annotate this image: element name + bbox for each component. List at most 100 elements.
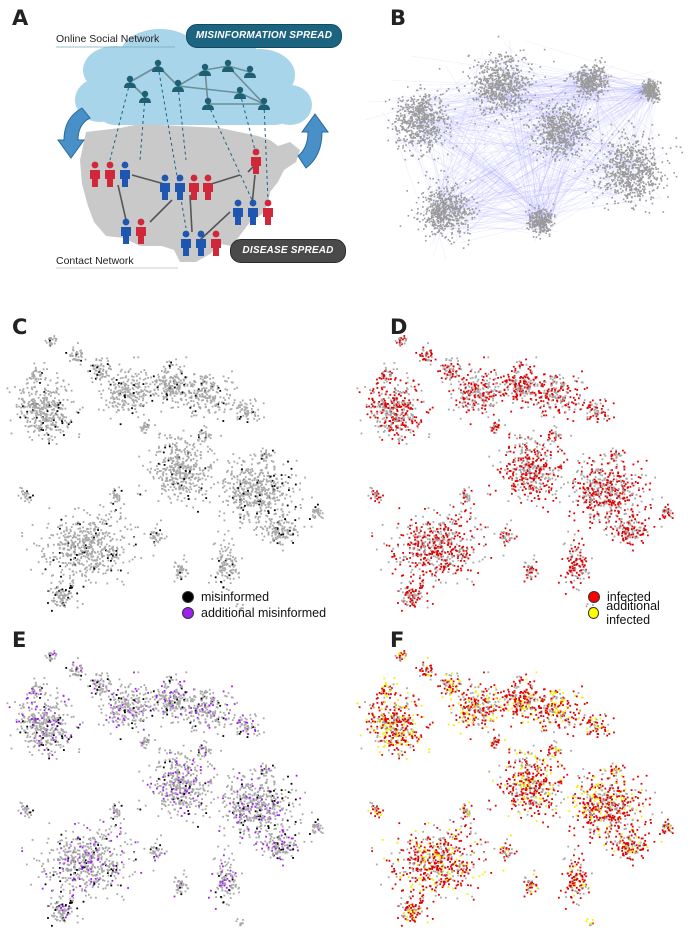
network-node (552, 123, 555, 126)
network-node (647, 83, 649, 86)
network-node (554, 129, 556, 132)
network-node (20, 406, 22, 409)
network-node (545, 216, 547, 219)
network-node (622, 173, 624, 175)
network-node (584, 74, 586, 76)
network-edge (439, 176, 662, 200)
network-node (396, 111, 399, 113)
network-node (473, 212, 475, 214)
network-edge (431, 185, 463, 208)
network-node (546, 218, 549, 221)
network-node (548, 233, 551, 236)
network-node (517, 94, 520, 97)
network-node (577, 75, 579, 78)
network-node (534, 225, 536, 227)
network-node (473, 216, 476, 219)
network-node (596, 92, 599, 94)
person-icon (251, 148, 261, 174)
network-edge (544, 104, 647, 169)
network-node (656, 177, 659, 179)
network-node (534, 207, 536, 209)
network-edge (508, 39, 541, 218)
network-node (44, 378, 46, 381)
network-node (33, 416, 36, 419)
network-node (395, 128, 397, 130)
network-node (589, 94, 592, 96)
network-node (507, 103, 509, 105)
network-edge (391, 96, 435, 116)
network-node (583, 123, 585, 126)
network-node (497, 94, 500, 97)
network-edge (462, 207, 529, 225)
network-edge (451, 74, 579, 202)
network-node (464, 213, 466, 216)
network-node (556, 155, 558, 158)
network-node (504, 82, 506, 85)
network-node (551, 148, 554, 151)
network-node (560, 108, 562, 110)
network-node (462, 205, 464, 207)
network-node (507, 88, 509, 91)
network-node (565, 120, 568, 123)
network-node (468, 239, 470, 242)
network-node (49, 414, 52, 417)
network-node (417, 140, 420, 142)
network-node (551, 120, 554, 122)
network-node (648, 190, 651, 193)
network-node (436, 202, 439, 204)
network-node (480, 90, 482, 92)
network-node (639, 170, 641, 173)
network-node (446, 225, 448, 228)
network-edge (470, 107, 496, 110)
network-node (657, 171, 660, 173)
network-edge (623, 91, 652, 156)
network-node (495, 77, 497, 80)
network-node (456, 213, 459, 216)
network-node (622, 164, 625, 166)
network-node (504, 76, 506, 78)
network-node (622, 167, 624, 169)
network-node (52, 408, 55, 410)
network-node (640, 91, 642, 93)
network-node (507, 75, 510, 77)
network-node (431, 210, 433, 212)
network-node (651, 157, 654, 159)
network-node (459, 230, 462, 232)
network-node (57, 416, 60, 419)
network-node (539, 133, 542, 135)
network-node (496, 102, 499, 104)
user-node-icon (172, 79, 184, 92)
network-node (29, 406, 31, 409)
network-node (496, 104, 498, 106)
network-node (511, 76, 514, 78)
network-node (573, 138, 575, 141)
network-node (575, 80, 578, 83)
network-node (499, 84, 502, 87)
network-node (617, 166, 620, 168)
network-node (439, 193, 441, 196)
network-node (455, 200, 458, 202)
network-node (518, 86, 521, 88)
network-node (490, 66, 492, 69)
network-node (435, 192, 437, 194)
network-node (411, 132, 413, 135)
network-edge (480, 55, 491, 85)
network-node (523, 77, 526, 80)
network-node (585, 82, 587, 85)
network-node (580, 83, 582, 86)
network-node (524, 83, 527, 85)
network-node (599, 181, 602, 183)
network-node (410, 110, 413, 113)
network-node (459, 209, 461, 211)
network-node (589, 79, 591, 81)
network-edge (593, 74, 645, 89)
network-node (420, 155, 423, 157)
network-node (24, 405, 27, 408)
network-node (644, 83, 647, 85)
network-node (504, 74, 506, 76)
network-edge (549, 73, 591, 226)
network-node (530, 219, 532, 222)
network-node (67, 383, 70, 386)
network-node (513, 89, 516, 91)
network-node (463, 85, 466, 87)
